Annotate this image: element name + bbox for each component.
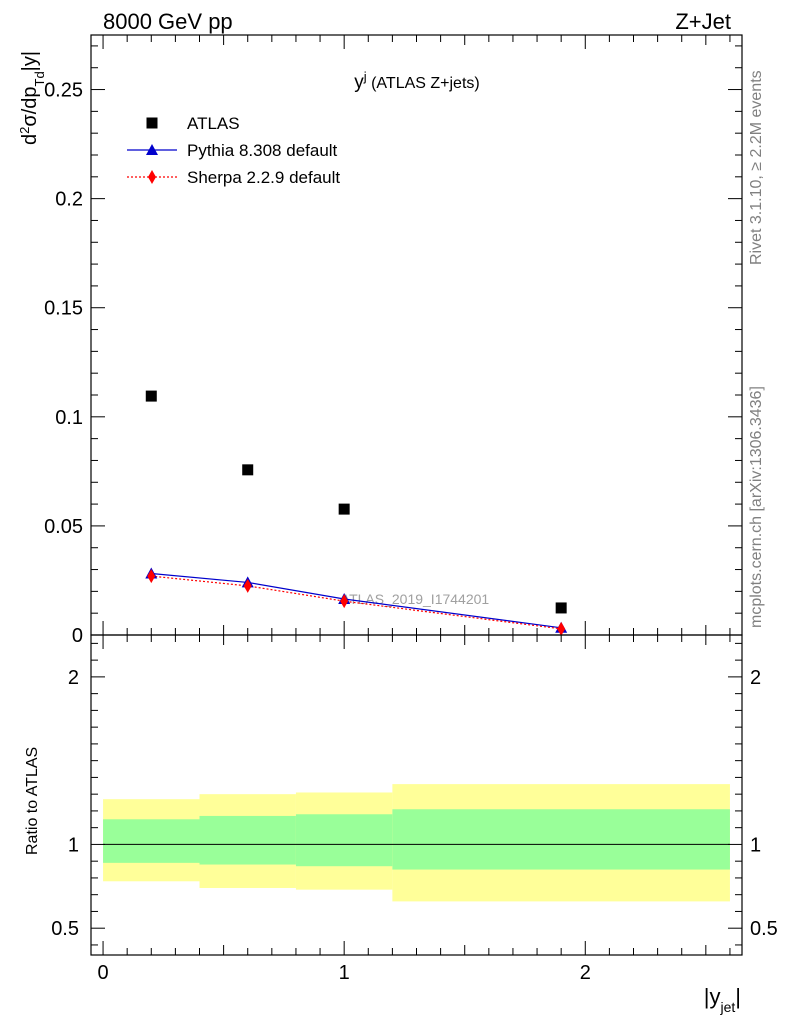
main-plot-panel: 0 0.05 0.1 0.15 0.2 0.25 yj (ATLAS Z+jets) ATLA… [44, 34, 743, 647]
legend-marker-2 [148, 170, 156, 184]
ratio-ytick-label-left: 0.5 [51, 918, 79, 940]
main-ytick-label: 0.25 [44, 80, 83, 102]
rivet-label: Rivet 3.1.10, ≥ 2.2M events [748, 70, 765, 265]
plot-title: yj (ATLAS Z+jets) [354, 69, 479, 94]
legend-entry-label: ATLAS [187, 114, 240, 133]
main-ytick-label: 0.15 [44, 298, 83, 320]
main-ytick-label: 0.1 [55, 407, 83, 429]
data-point-square [338, 503, 350, 515]
legend-entry-label: Sherpa 2.2.9 default [187, 168, 340, 187]
ratio-ylabel: Ratio to ATLAS [24, 747, 41, 855]
series-line-2 [151, 575, 562, 630]
legend-marker-1 [146, 144, 158, 155]
ratio-inner-band-2 [295, 814, 393, 867]
ratio-ytick-label-right: 2 [750, 667, 761, 689]
ratio-xtick-label: 0 [97, 962, 108, 984]
mcplots-label: mcplots.cern.ch [arXiv:1306.3436] [748, 386, 765, 628]
data-point-square [555, 602, 567, 614]
main-ytick-label: 0.2 [55, 189, 83, 211]
data-point-square [242, 464, 254, 476]
header-right: Z+Jet [675, 9, 731, 34]
main-ylabel: d2σ/dpTd|y| [17, 51, 47, 145]
legend-entry-label: Pythia 8.308 default [187, 141, 338, 160]
analysis-watermark: ATLAS_2019_I1744201 [341, 591, 490, 607]
ratio-plot-panel: 0 1 2 0.5 0.5 1 1 2 2 [51, 634, 778, 984]
ratio-ytick-label-left: 1 [68, 834, 79, 856]
data-point-diamond [243, 578, 252, 593]
ratio-xlabel: |yjet| [704, 984, 741, 1015]
ratio-ytick-label-right: 0.5 [750, 918, 778, 940]
ratio-ytick-label-left: 2 [68, 667, 79, 689]
legend-marker-0 [146, 117, 158, 129]
series-line-1 [151, 572, 562, 629]
ratio-inner-band-3 [392, 809, 730, 870]
main-ytick-label: 0.05 [44, 516, 83, 538]
ratio-inner-band-1 [199, 815, 296, 865]
data-point-diamond [557, 621, 566, 636]
ratio-xtick-label: 1 [339, 962, 350, 984]
data-point-diamond [340, 594, 349, 609]
header-left: 8000 GeV pp [103, 9, 233, 34]
ratio-xtick-label: 2 [580, 962, 591, 984]
main-ytick-label: 0 [72, 625, 83, 647]
ratio-ytick-label-right: 1 [750, 834, 761, 856]
ratio-inner-band-0 [103, 819, 200, 863]
data-point-diamond [147, 569, 156, 584]
data-point-square [145, 390, 157, 402]
